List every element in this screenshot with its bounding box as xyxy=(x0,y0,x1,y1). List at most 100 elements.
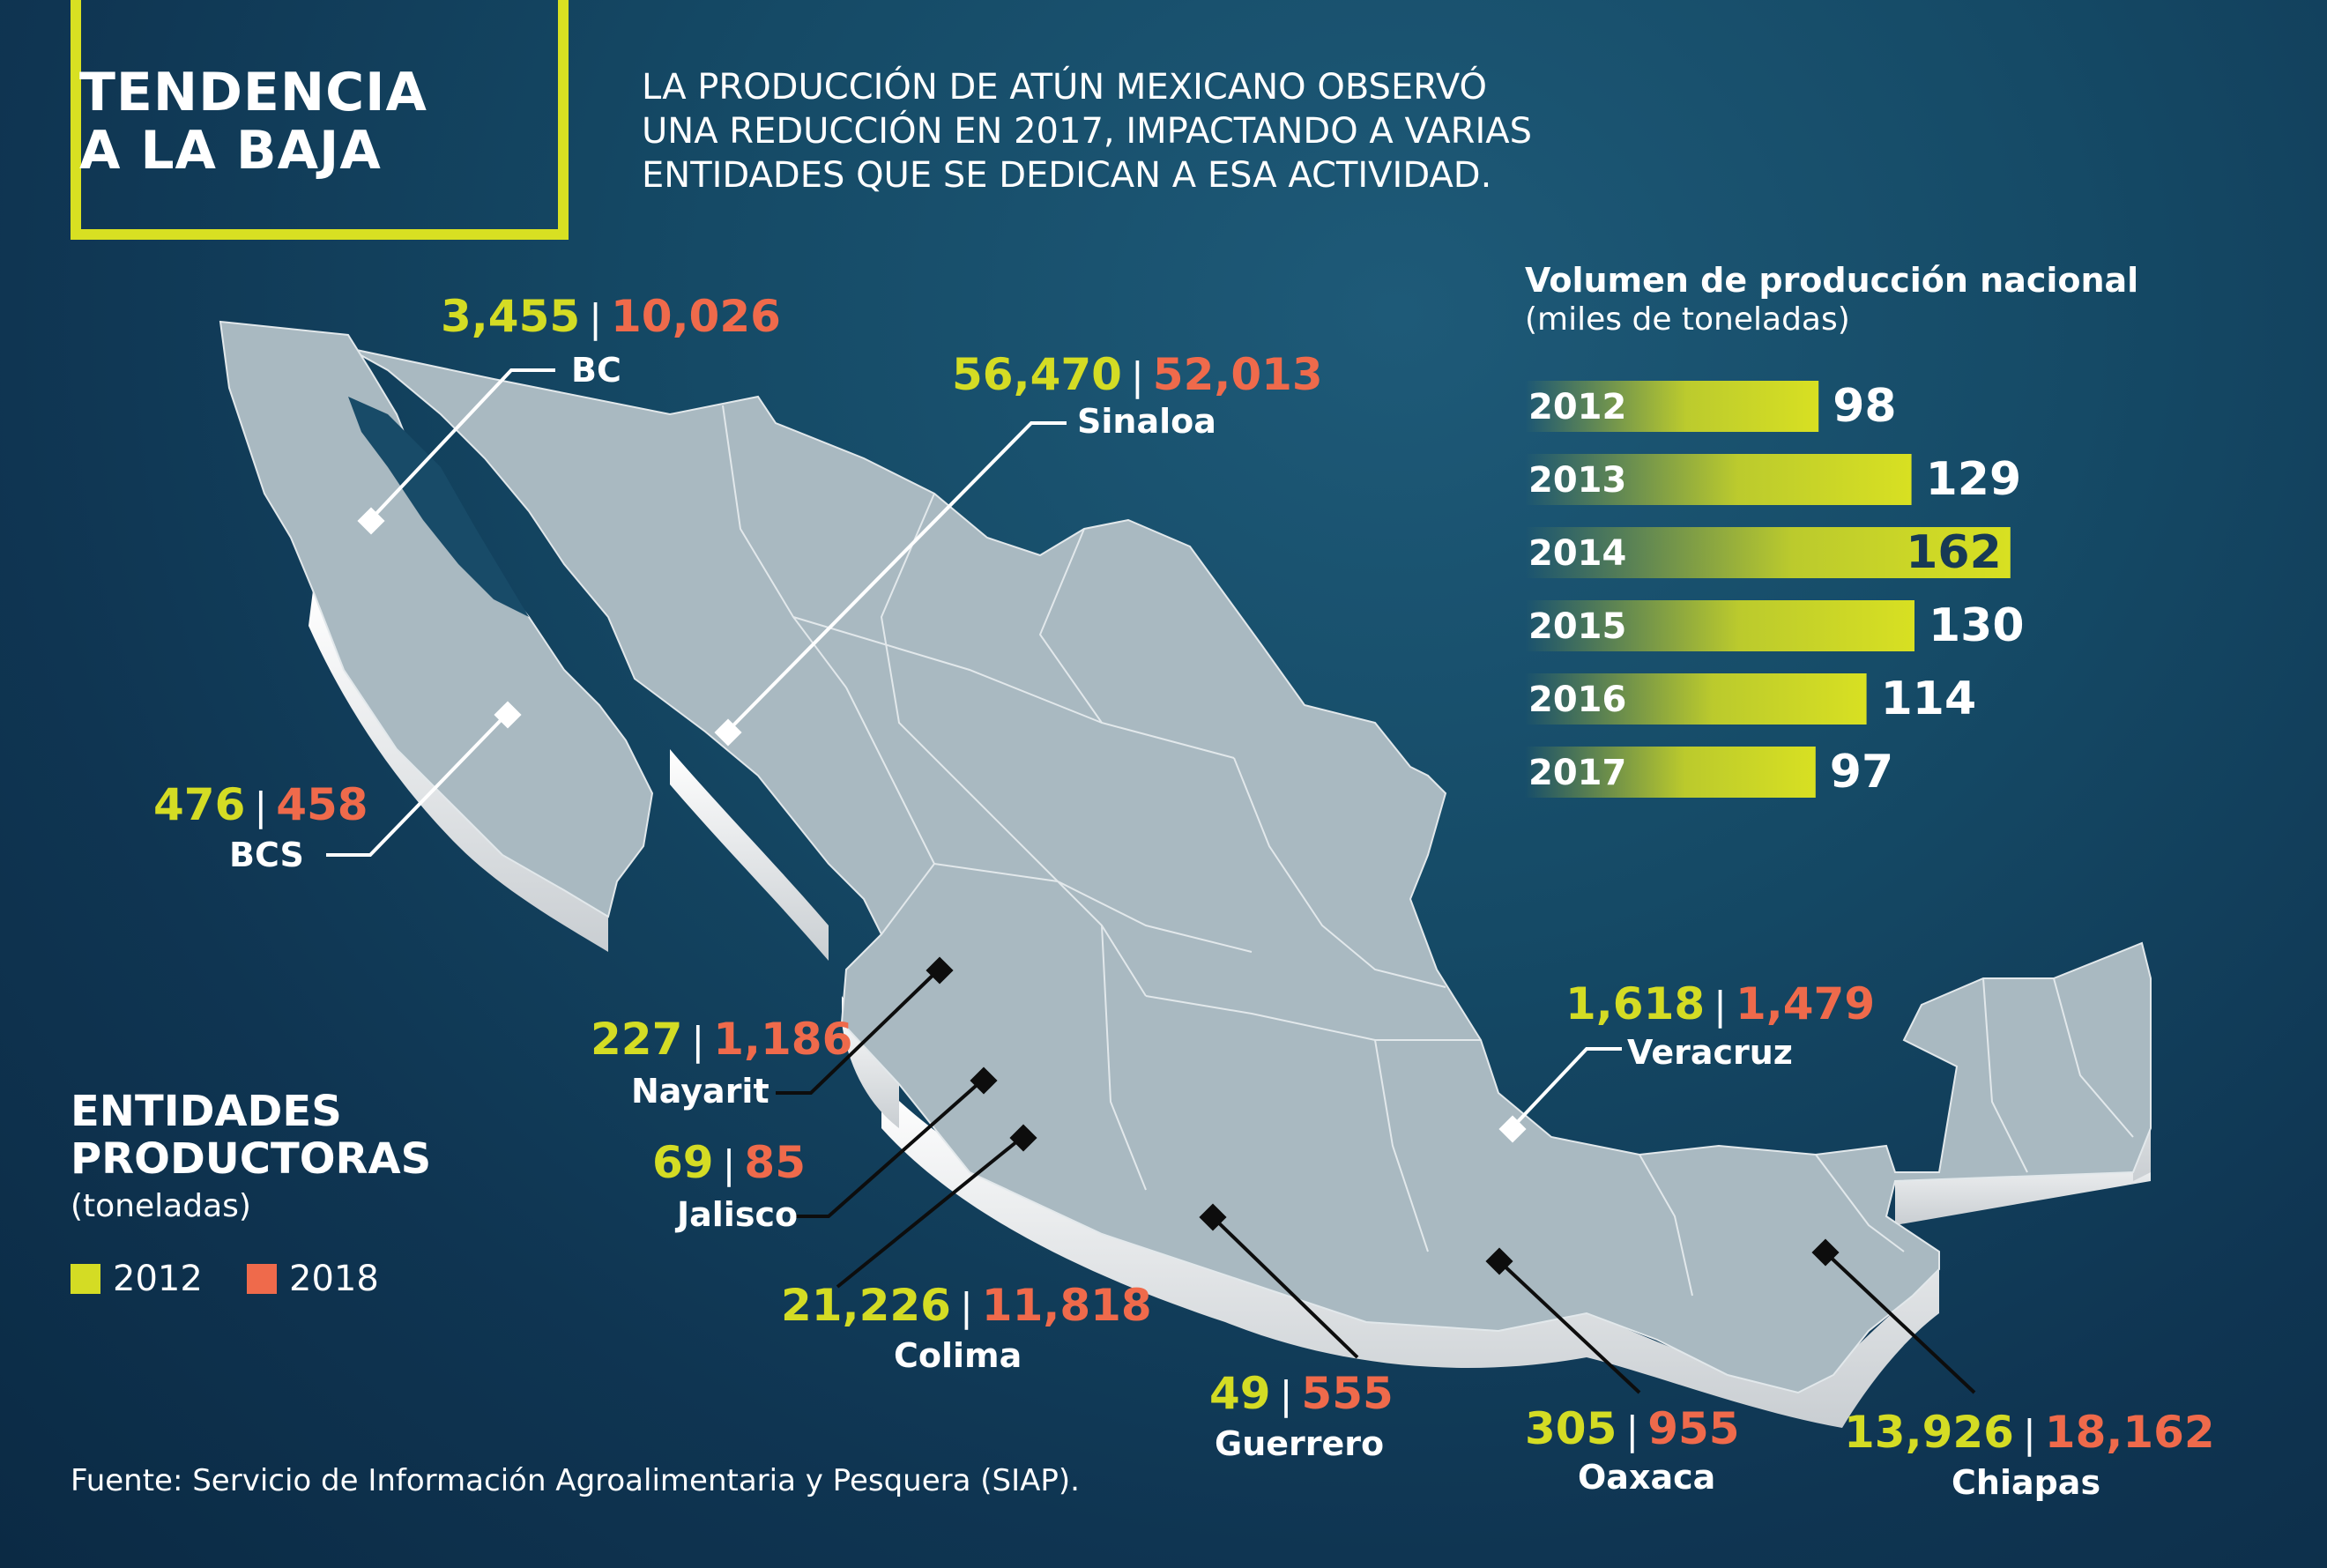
chart-title: Volumen de producción nacional xyxy=(1525,261,2139,300)
bar-2013 xyxy=(1525,454,1912,505)
leader-chiapas xyxy=(1823,1250,1976,1394)
leader-nayarit xyxy=(776,968,940,1095)
bcs-value-2018: 458 xyxy=(276,779,368,830)
marker-jalisco xyxy=(970,1066,998,1095)
bar-2014 xyxy=(1525,527,2011,578)
chiapas-name: Chiapas xyxy=(1952,1463,2101,1502)
bar-category-2014: 2014 xyxy=(1528,533,1626,574)
oaxaca-value-2018: 955 xyxy=(1647,1403,1740,1454)
chiapas-values: 13,926 | 18,162 xyxy=(1844,1407,2215,1458)
subtitle-line-1: LA PRODUCCIÓN DE ATÚN MEXICANO OBSERVÓ xyxy=(642,67,1487,108)
sinaloa-name: Sinaloa xyxy=(1077,402,1216,441)
bar-value-2016: 114 xyxy=(1881,673,1977,725)
marker-oaxaca xyxy=(1485,1247,1513,1275)
colima-value-2012: 21,226 xyxy=(781,1280,951,1331)
subtitle: LA PRODUCCIÓN DE ATÚN MEXICANO OBSERVÓ U… xyxy=(642,65,1532,197)
leader-guerrero xyxy=(1210,1215,1359,1359)
title-line-2: A LA BAJA xyxy=(79,120,382,182)
veracruz-value-2012: 1,618 xyxy=(1565,978,1706,1029)
bcs-value-2012: 476 xyxy=(153,779,246,830)
legend-title-line-2: PRODUCTORAS xyxy=(71,1134,432,1184)
colima-value-2018: 11,818 xyxy=(981,1280,1152,1331)
leader-bc xyxy=(368,368,555,522)
bar-category-2017: 2017 xyxy=(1528,753,1626,793)
oaxaca-values: 305 | 955 xyxy=(1525,1403,1740,1454)
legend-title-line-1: ENTIDADES xyxy=(71,1087,342,1136)
veracruz-name: Veracruz xyxy=(1627,1033,1793,1072)
bc-values: 3,455 | 10,026 xyxy=(441,291,781,342)
legend-item-2012: 2012 xyxy=(71,1259,203,1299)
bar-category-2012: 2012 xyxy=(1528,387,1626,427)
bar-2015 xyxy=(1525,600,1914,651)
subtitle-line-3: ENTIDADES QUE SE DEDICAN A ESA ACTIVIDAD… xyxy=(642,155,1492,196)
marker-nayarit xyxy=(926,956,954,985)
marker-colima xyxy=(1009,1124,1037,1152)
title-line-1: TENDENCIA xyxy=(79,62,427,123)
map-gulf xyxy=(348,397,529,617)
legend-item-2018: 2018 xyxy=(247,1259,379,1299)
chiapas-value-2018: 18,162 xyxy=(2044,1407,2215,1458)
bar-2017 xyxy=(1525,747,1816,798)
colima-name: Colima xyxy=(894,1336,1022,1375)
legend-swatch-2012 xyxy=(71,1264,100,1294)
leader-jalisco xyxy=(793,1078,985,1218)
main-title: TENDENCIA A LA BAJA xyxy=(79,63,427,180)
bar-value-2017: 97 xyxy=(1830,746,1893,799)
nayarit-value-2012: 227 xyxy=(591,1014,683,1065)
marker-chiapas xyxy=(1811,1238,1840,1267)
bar-2012 xyxy=(1525,381,1819,432)
legend-swatch-2018 xyxy=(247,1264,277,1294)
legend-subtitle: (toneladas) xyxy=(71,1188,251,1224)
marker-bc xyxy=(357,507,385,535)
bc-value-2012: 3,455 xyxy=(441,291,581,342)
bar-category-2015: 2015 xyxy=(1528,606,1626,647)
jalisco-values: 69 | 85 xyxy=(652,1137,807,1188)
jalisco-value-2012: 69 xyxy=(652,1137,714,1188)
state-borders xyxy=(722,405,2134,1297)
colima-values: 21,226 | 11,818 xyxy=(781,1280,1152,1331)
sinaloa-values: 56,470 | 52,013 xyxy=(952,349,1323,400)
bc-value-2018: 10,026 xyxy=(610,291,781,342)
marker-guerrero xyxy=(1199,1203,1227,1231)
guerrero-value-2018: 555 xyxy=(1301,1368,1394,1419)
map-mainland xyxy=(347,347,2152,1394)
nayarit-values: 227 | 1,186 xyxy=(591,1014,853,1065)
oaxaca-name: Oaxaca xyxy=(1578,1458,1716,1497)
nayarit-value-2018: 1,186 xyxy=(713,1014,853,1065)
chiapas-value-2012: 13,926 xyxy=(1844,1407,2014,1458)
guerrero-name: Guerrero xyxy=(1215,1424,1385,1463)
guerrero-value-2012: 49 xyxy=(1209,1368,1271,1419)
veracruz-values: 1,618 | 1,479 xyxy=(1565,978,1876,1029)
bc-name: BC xyxy=(571,351,621,390)
marker-veracruz xyxy=(1498,1115,1527,1143)
bar-value-2015: 130 xyxy=(1929,599,2025,652)
title-frame xyxy=(71,0,569,240)
leader-sinaloa xyxy=(725,421,1067,733)
bcs-values: 476 | 458 xyxy=(153,779,368,830)
bar-value-2012: 98 xyxy=(1833,380,1896,433)
bar-category-2013: 2013 xyxy=(1528,460,1626,501)
subtitle-line-2: UNA REDUCCIÓN EN 2017, IMPACTANDO A VARI… xyxy=(642,111,1532,152)
legend-label-2012: 2012 xyxy=(113,1259,203,1299)
nayarit-name: Nayarit xyxy=(631,1072,769,1111)
sinaloa-value-2012: 56,470 xyxy=(952,349,1122,400)
bar-value-2013: 129 xyxy=(1926,453,2022,506)
sinaloa-value-2018: 52,013 xyxy=(1152,349,1323,400)
bar-value-2014: 162 xyxy=(1906,526,2002,579)
leader-veracruz xyxy=(1510,1047,1622,1130)
chart-subtitle: (miles de toneladas) xyxy=(1525,301,1850,338)
jalisco-name: Jalisco xyxy=(677,1195,799,1234)
source-note: Fuente: Servicio de Información Agroalim… xyxy=(71,1463,1080,1498)
leader-colima xyxy=(836,1135,1024,1289)
leader-oaxaca xyxy=(1497,1259,1641,1394)
veracruz-value-2018: 1,479 xyxy=(1735,978,1876,1029)
bcs-name: BCS xyxy=(229,836,304,874)
legend-title: ENTIDADES PRODUCTORAS xyxy=(71,1088,431,1183)
legend-label-2018: 2018 xyxy=(289,1259,379,1299)
oaxaca-value-2012: 305 xyxy=(1525,1403,1617,1454)
bar-2016 xyxy=(1525,673,1867,725)
